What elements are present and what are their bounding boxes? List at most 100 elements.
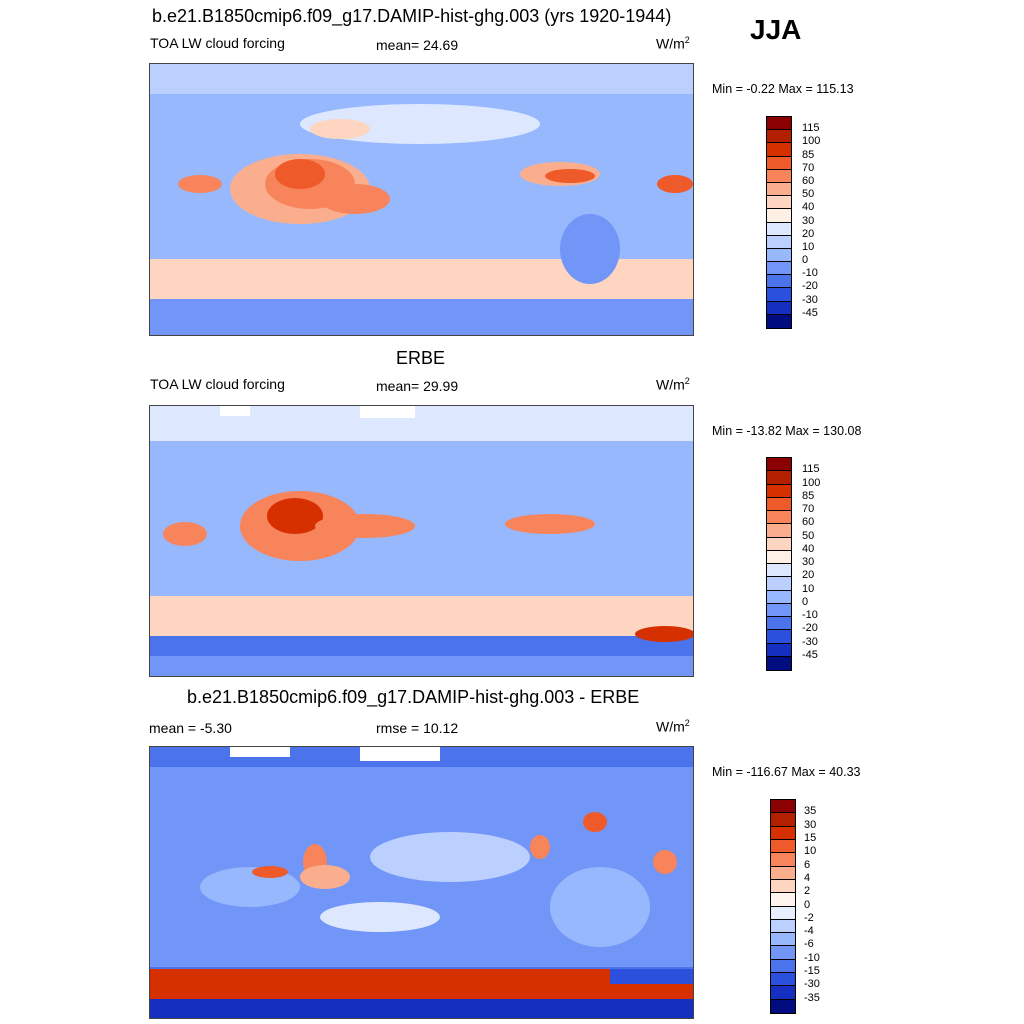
panel-title: b.e21.B1850cmip6.f09_g17.DAMIP-hist-ghg.… — [187, 687, 640, 707]
colorbar-tick-label: -20 — [802, 280, 818, 293]
colorbar-tick-label: 50 — [802, 188, 815, 201]
colorbar-ticks-obs: 115 100 85 70 60 50 40 30 20 10 0 -10 -20 -30 -45 — [802, 457, 842, 669]
colorbar-swatch — [771, 959, 795, 974]
colorbar-swatch — [767, 235, 791, 249]
colorbar-swatch — [767, 262, 791, 276]
colorbar-tick-label: 70 — [802, 161, 815, 174]
colorbar-tick-label: -35 — [804, 991, 820, 1004]
colorbar-tick-label: 40 — [802, 542, 815, 555]
panel-title: ERBE — [396, 348, 446, 368]
colorbar-swatch — [771, 946, 795, 960]
minmax-label: Min = -116.67 Max = 40.33 — [712, 765, 861, 779]
colorbar-tick-label: 40 — [802, 201, 815, 214]
colorbar-swatch — [767, 182, 791, 197]
colorbar-tick-label: 2 — [804, 885, 811, 898]
mean-label: mean = -5.30 — [149, 720, 232, 736]
colorbar-tick-label: 0 — [802, 254, 809, 267]
colorbar-tick-label: 0 — [802, 595, 809, 608]
colorbar-swatch — [767, 656, 791, 670]
colorbar-swatch — [771, 813, 795, 827]
colorbar-tick-label: 6 — [804, 858, 811, 871]
colorbar-swatch — [767, 511, 791, 525]
colorbar-swatch — [767, 617, 791, 631]
rmse-label: rmse = 10.12 — [376, 720, 459, 736]
field-label: TOA LW cloud forcing — [150, 376, 285, 392]
colorbar-swatch — [767, 564, 791, 578]
colorbar-swatch — [767, 156, 791, 170]
colorbar-tick-label: 60 — [802, 516, 815, 529]
colorbar-tick-label: 30 — [804, 818, 817, 831]
colorbar-swatch — [767, 117, 791, 131]
colorbar-tick-label: 20 — [802, 569, 815, 582]
map-diff-canvas — [150, 747, 693, 1018]
colorbar-tick-label: 30 — [802, 214, 815, 227]
colorbar-obs — [766, 457, 792, 671]
colorbar-tick-label: 20 — [802, 227, 815, 240]
mean-label: mean= 29.99 — [376, 378, 459, 394]
colorbar-tick-label: 115 — [802, 122, 820, 135]
colorbar-tick-label: 50 — [802, 529, 815, 542]
field-label: TOA LW cloud forcing — [150, 35, 285, 51]
colorbar-swatch — [767, 169, 791, 183]
colorbar-tick-label: -6 — [804, 938, 814, 951]
colorbar-tick-label: -20 — [802, 622, 818, 635]
colorbar-swatch — [767, 630, 791, 644]
mean-label: mean= 24.69 — [376, 37, 459, 53]
colorbar-swatch — [771, 826, 795, 840]
colorbar-tick-label: 70 — [802, 503, 815, 515]
colorbar-tick-label: -15 — [804, 965, 820, 978]
colorbar-swatch — [771, 973, 795, 987]
colorbar-swatch — [771, 866, 795, 880]
colorbar-tick-label: 15 — [804, 831, 817, 844]
colorbar-ticks-diff: 35 30 15 10 6 4 2 0 -2 -4 -6 -10 -15 -30 -35 — [804, 799, 844, 1012]
colorbar-tick-label: -45 — [802, 648, 818, 661]
colorbar-tick-label: 100 — [802, 476, 821, 489]
colorbar-swatch — [771, 839, 795, 854]
units-label: W/m2 — [656, 35, 690, 52]
colorbar-tick-label: 30 — [802, 556, 815, 568]
colorbar-tick-label: -45 — [802, 306, 818, 319]
colorbar-tick-label: 85 — [802, 489, 815, 502]
map-model-canvas — [150, 64, 693, 335]
colorbar-tick-label: -10 — [804, 951, 820, 964]
colorbar-tick-label: 85 — [802, 148, 815, 161]
colorbar-tick-label: 10 — [802, 240, 815, 253]
minmax-label: Min = -13.82 Max = 130.08 — [712, 424, 862, 438]
colorbar-swatch — [767, 130, 791, 144]
colorbar-swatch — [771, 800, 795, 814]
colorbar-swatch — [767, 603, 791, 617]
colorbar-swatch — [767, 643, 791, 657]
colorbar-tick-label: 10 — [804, 845, 817, 858]
colorbar-tick-label: -4 — [804, 925, 814, 938]
colorbar-swatch — [767, 209, 791, 223]
colorbar-tick-label: -2 — [804, 911, 814, 924]
colorbar-swatch — [767, 577, 791, 591]
colorbar-tick-label: -30 — [804, 978, 820, 991]
colorbar-swatch — [767, 550, 791, 564]
colorbar-tick-label: -10 — [802, 609, 818, 621]
colorbar-swatch — [771, 933, 795, 947]
colorbar-swatch — [767, 524, 791, 538]
colorbar-tick-label: -30 — [802, 635, 818, 648]
units-label: W/m2 — [656, 718, 690, 735]
colorbar-swatch — [767, 275, 791, 289]
colorbar-tick-label: -10 — [802, 267, 818, 280]
colorbar-swatch — [767, 458, 791, 472]
panel-title: b.e21.B1850cmip6.f09_g17.DAMIP-hist-ghg.… — [152, 6, 672, 26]
colorbar-swatch — [767, 196, 791, 210]
colorbar-swatch — [767, 537, 791, 551]
colorbar-swatch — [771, 999, 795, 1013]
colorbar-swatch — [771, 893, 795, 907]
colorbar-swatch — [767, 484, 791, 498]
colorbar-swatch — [767, 314, 791, 328]
colorbar-swatch — [771, 879, 795, 894]
units-label: W/m2 — [656, 376, 690, 393]
map-model — [149, 63, 694, 336]
map-obs — [149, 405, 694, 677]
map-obs-canvas — [150, 406, 693, 676]
colorbar-tick-label: 10 — [802, 582, 815, 595]
map-diff — [149, 746, 694, 1019]
colorbar-swatch — [771, 906, 795, 920]
colorbar-tick-label: -30 — [802, 293, 818, 306]
colorbar-swatch — [767, 222, 791, 236]
